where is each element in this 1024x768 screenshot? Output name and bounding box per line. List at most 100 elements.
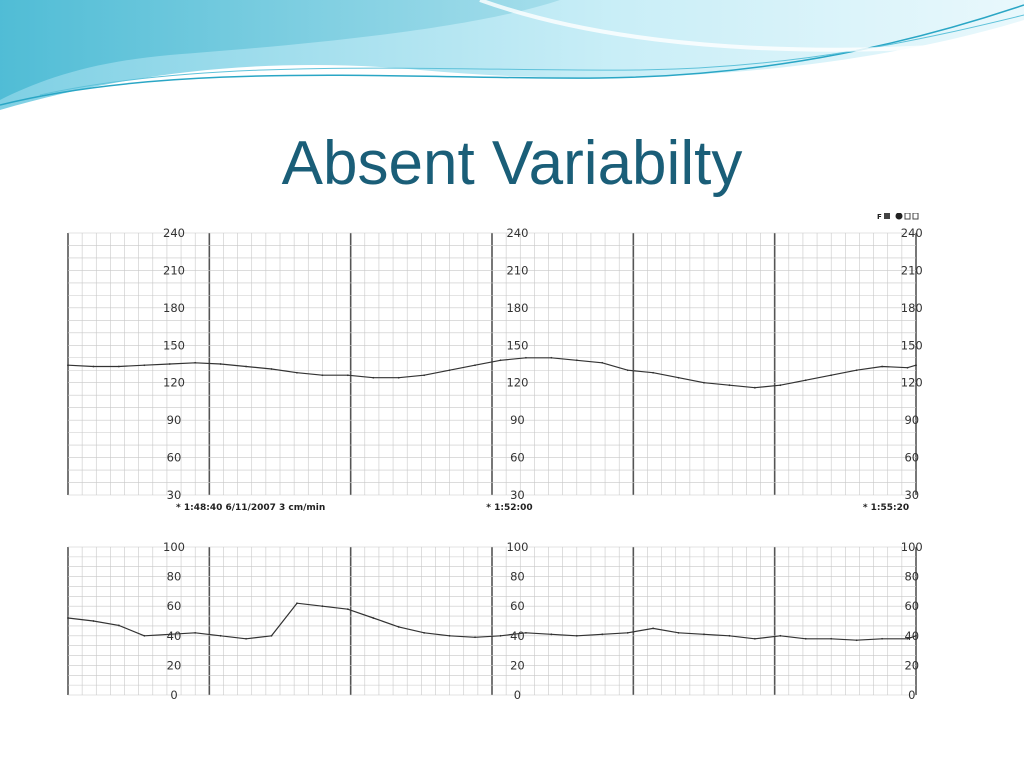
y-tick-label-0-1-2: 90 (510, 413, 525, 427)
trace-point-0-26 (728, 384, 731, 387)
trace-point-0-18 (525, 356, 527, 359)
y-tick-label-1-0-0: 0 (170, 688, 177, 702)
y-tick-label-0-0-6: 210 (163, 263, 185, 277)
trace-point-0-12 (372, 376, 375, 379)
y-tick-label-1-1-5: 100 (506, 540, 528, 554)
y-tick-label-1-1-0: 0 (514, 688, 521, 702)
y-tick-label-1-0-5: 100 (163, 540, 185, 554)
y-tick-label-0-0-4: 150 (163, 338, 185, 352)
trace-point-0-1 (92, 365, 95, 368)
trace-point-0-7 (245, 365, 247, 368)
trace-point-1-21 (601, 633, 604, 636)
trace-point-1-22 (626, 631, 629, 634)
y-tick-label-0-2-4: 150 (901, 338, 923, 352)
trace-point-1-9 (296, 602, 298, 605)
strip-marker-icons: F (877, 212, 919, 221)
y-tick-label-0-0-0: 30 (167, 488, 182, 502)
y-tick-label-0-1-0: 30 (510, 488, 525, 502)
y-tick-label-0-2-0: 30 (904, 488, 919, 502)
y-tick-label-1-2-5: 100 (901, 540, 923, 554)
header-wave-decoration (0, 0, 1024, 110)
fetal-monitor-strip: 30 30 30 60 60 60 90 90 90 120 120 120 150 150 150 180 1… (62, 212, 960, 709)
y-tick-label-0-1-1: 60 (510, 451, 525, 465)
y-tick-label-1-2-3: 60 (904, 599, 919, 613)
trace-point-0-2 (117, 365, 120, 368)
time-stamp-1: * 1:52:00 (486, 503, 532, 513)
y-tick-label-0-1-5: 180 (506, 301, 528, 315)
trace-point-0-29 (804, 379, 807, 382)
fhr-panel: 30 30 30 60 60 60 90 90 90 120 120 120 150 150 150 180 1… (67, 226, 923, 513)
grid-1 (67, 546, 917, 696)
trace-point-1-12 (372, 617, 375, 619)
trace-point-0-10 (321, 374, 324, 377)
trace-point-0-17 (499, 359, 502, 362)
y-tick-label-1-1-1: 20 (510, 658, 525, 672)
y-tick-label-1-1-3: 60 (510, 599, 525, 613)
trace-point-1-8 (270, 634, 273, 637)
trace-point-0-19 (550, 356, 553, 359)
trace-point-0-15 (448, 369, 451, 372)
trace-point-1-34 (915, 634, 917, 637)
y-tick-label-0-0-1: 60 (167, 451, 182, 465)
trace-point-0-24 (677, 376, 680, 379)
trace-point-0-14 (423, 374, 426, 377)
y-tick-label-0-0-2: 90 (167, 413, 182, 427)
y-tick-label-0-1-7: 240 (506, 226, 528, 240)
trace-point-0-33 (906, 366, 909, 369)
trace-point-0-16 (474, 364, 476, 367)
trace-point-0-32 (881, 365, 883, 368)
trace-point-1-33 (906, 637, 909, 640)
slide-title: Absent Variabilty (281, 129, 743, 198)
y-tick-label-0-0-3: 120 (163, 376, 185, 390)
trace-point-0-5 (194, 361, 197, 364)
trace-point-1-30 (830, 637, 833, 640)
trace-point-0-34 (915, 364, 917, 367)
trace-point-1-2 (117, 624, 120, 627)
trace-point-0-23 (652, 371, 655, 374)
y-tick-label-0-0-7: 240 (163, 226, 185, 240)
trace-point-1-19 (550, 633, 553, 636)
trace-point-0-11 (346, 374, 349, 377)
trace-point-1-25 (703, 633, 705, 636)
y-tick-label-0-2-2: 90 (904, 413, 919, 427)
trace-point-1-13 (397, 626, 400, 628)
trace-point-1-26 (728, 634, 731, 637)
trace-point-0-9 (296, 371, 298, 374)
trace-point-0-21 (601, 361, 604, 364)
trace-point-1-31 (855, 639, 858, 642)
trace-point-0-31 (855, 369, 858, 372)
time-stamp-0: * 1:48:40 6/11/2007 3 cm/min (176, 503, 325, 513)
trace-point-0-13 (397, 376, 400, 379)
grid-0 (67, 232, 917, 496)
y-tick-label-0-1-3: 120 (506, 376, 528, 390)
trace-point-0-28 (779, 384, 782, 387)
trace-point-1-14 (423, 631, 426, 634)
trace-point-1-0 (67, 617, 69, 619)
trace-point-1-15 (448, 634, 451, 637)
time-stamp-2: * 1:55:20 (863, 503, 909, 513)
trace-point-0-20 (575, 359, 578, 362)
trace-point-1-16 (474, 636, 476, 639)
y-tick-label-0-2-6: 210 (901, 263, 923, 277)
trace-point-0-30 (830, 374, 833, 377)
y-tick-label-0-2-5: 180 (901, 301, 923, 315)
trace-point-1-28 (779, 634, 782, 637)
y-tick-label-1-0-2: 40 (167, 629, 182, 643)
trace-point-1-4 (168, 633, 171, 636)
trace-point-1-7 (245, 637, 247, 640)
trace-point-1-3 (143, 634, 146, 637)
y-tick-label-0-1-6: 210 (506, 263, 528, 277)
trace-point-0-25 (703, 381, 705, 384)
trace-point-1-11 (346, 608, 349, 611)
trace-point-1-1 (92, 620, 95, 622)
trace-point-0-6 (219, 363, 222, 365)
y-tick-label-0-2-3: 120 (901, 376, 923, 390)
y-tick-label-0-2-1: 60 (904, 451, 919, 465)
y-tick-label-1-0-4: 80 (167, 570, 182, 584)
svg-text:F: F (877, 213, 882, 221)
trace-point-1-29 (804, 637, 807, 640)
trace-point-1-32 (881, 637, 883, 640)
y-tick-label-1-0-3: 60 (167, 599, 182, 613)
strip-chart: 30 30 30 60 60 60 90 90 90 120 120 120 150 150 150 180 1… (67, 212, 923, 702)
